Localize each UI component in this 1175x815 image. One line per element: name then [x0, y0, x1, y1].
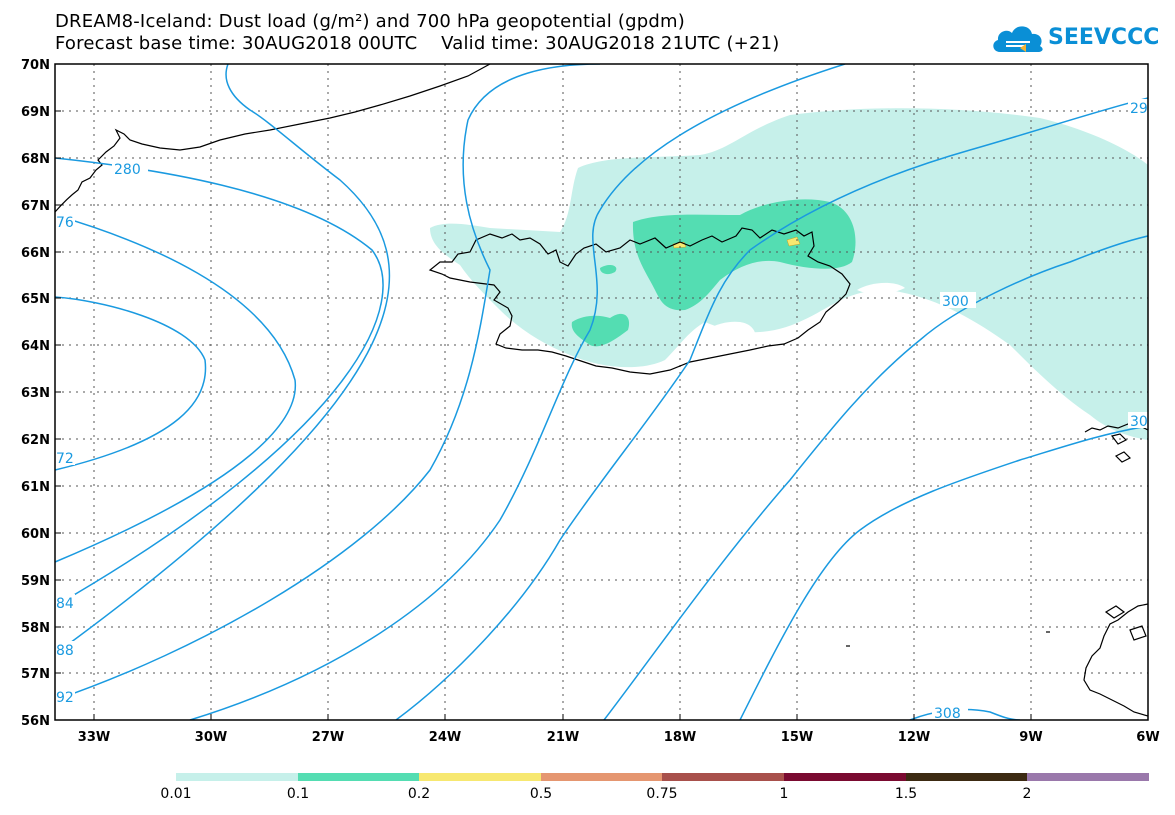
- contour-label: 308: [934, 706, 961, 722]
- greenland-coast: [55, 64, 491, 213]
- lat-label: 68N: [21, 152, 50, 167]
- latitude-labels: 70N 69N 68N 67N 66N 65N 64N 63N 62N 61N …: [21, 58, 50, 729]
- colorbar-label: 0.5: [529, 786, 553, 802]
- lon-label: 6W: [1136, 730, 1159, 745]
- scotland-coast: [1083, 603, 1148, 717]
- lat-label: 69N: [21, 105, 50, 120]
- lon-label: 27W: [312, 730, 344, 745]
- logo-text: SEEVCCC: [1048, 25, 1160, 50]
- lat-label: 62N: [21, 433, 50, 448]
- lat-label: 58N: [21, 621, 50, 636]
- geopotential-contours: [55, 64, 1148, 720]
- lon-label: 33W: [78, 730, 110, 745]
- contour-label: 280: [114, 162, 141, 178]
- longitude-labels: 33W 30W 27W 24W 21W 18W 15W 12W 9W 6W: [78, 730, 1160, 745]
- contour-label: 30: [1130, 414, 1148, 430]
- colorbar-label: 1.5: [894, 786, 918, 802]
- lon-label: 9W: [1019, 730, 1042, 745]
- contour-label: 300: [942, 294, 969, 310]
- colorbar-label: 0.75: [646, 786, 678, 802]
- lat-label: 56N: [21, 714, 50, 729]
- colorbar-label: 0.2: [407, 786, 431, 802]
- title-line-2: Forecast base time: 30AUG2018 00UTC Vali…: [55, 33, 780, 54]
- contour-label: 29: [1130, 101, 1148, 117]
- title-line-1: DREAM8-Iceland: Dust load (g/m²) and 700…: [55, 11, 685, 32]
- lat-label: 59N: [21, 574, 50, 589]
- contour-label: 88: [56, 643, 74, 659]
- lat-label: 66N: [21, 246, 50, 261]
- contour-label: 72: [56, 451, 74, 467]
- lat-label: 63N: [21, 386, 50, 401]
- contour-label: 92: [56, 690, 74, 706]
- lon-label: 18W: [664, 730, 696, 745]
- colorbar-swatch: [906, 773, 1027, 781]
- lat-label: 64N: [21, 339, 50, 354]
- lon-label: 15W: [781, 730, 813, 745]
- dust-shading: [430, 108, 1148, 440]
- lat-label: 60N: [21, 527, 50, 542]
- iceland-coast: [428, 227, 851, 375]
- lat-label: 61N: [21, 480, 50, 495]
- colorbar-swatch: [298, 773, 419, 781]
- colorbar-swatch: [662, 773, 784, 781]
- lon-label: 12W: [898, 730, 930, 745]
- colorbar-swatch: [1027, 773, 1149, 781]
- tick-marks: [55, 110, 1032, 720]
- colorbar-label: 0.01: [160, 786, 192, 802]
- contour-labels: 280 300 308 29 76 72 84 88 92 30: [55, 99, 1148, 722]
- contour-label: 76: [56, 215, 74, 231]
- lon-label: 30W: [195, 730, 227, 745]
- lon-label: 21W: [547, 730, 579, 745]
- colorbar-swatch: [541, 773, 662, 781]
- colorbar-label: 2: [1022, 786, 1032, 802]
- colorbar-swatch: [419, 773, 541, 781]
- dust-level-0.1: [632, 199, 856, 311]
- seevccc-logo: SEEVCCC: [990, 18, 1165, 58]
- colorbar-swatch: [784, 773, 906, 781]
- lat-label: 67N: [21, 199, 50, 214]
- colorbar-label: 1: [779, 786, 789, 802]
- colorbar-swatch: [176, 773, 298, 781]
- lat-label: 70N: [21, 58, 50, 73]
- coastlines: [55, 64, 1148, 717]
- lon-label: 24W: [429, 730, 461, 745]
- lat-label: 57N: [21, 667, 50, 682]
- dust-level-0.01: [430, 108, 1148, 440]
- cloud-icon: [993, 26, 1043, 52]
- lat-label: 65N: [21, 292, 50, 307]
- grid-lines: [55, 64, 1148, 720]
- contour-label: 84: [56, 596, 74, 612]
- colorbar-label: 0.1: [286, 786, 310, 802]
